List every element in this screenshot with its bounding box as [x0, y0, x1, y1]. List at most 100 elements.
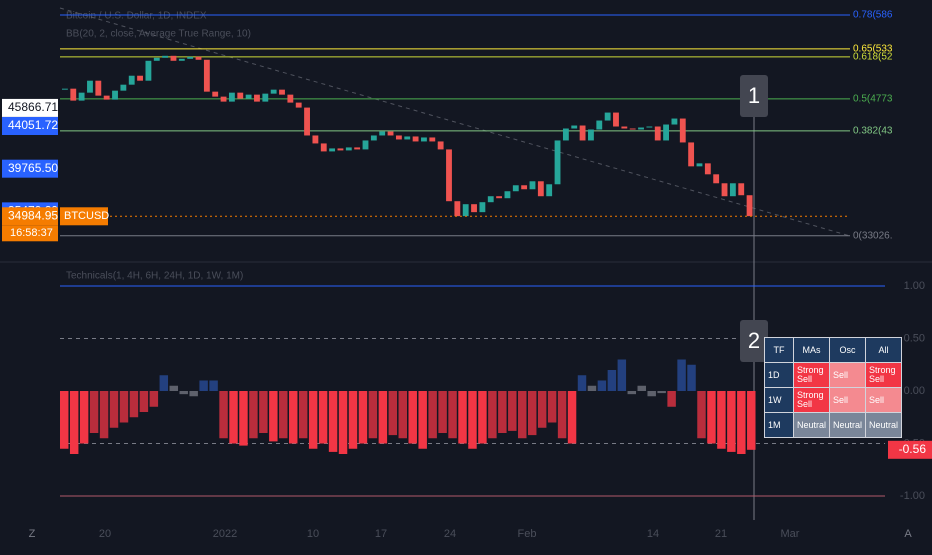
- candle: [262, 93, 269, 102]
- candle: [504, 191, 511, 199]
- candle: [312, 135, 319, 144]
- candle: [529, 181, 536, 190]
- chart-title: Bitcoin / U.S. Dollar, 1D, INDEX: [66, 11, 207, 22]
- corner-label: Z: [29, 528, 36, 540]
- histogram-bar: [468, 391, 477, 449]
- histogram-bar: [179, 391, 188, 395]
- histogram-bar: [587, 385, 597, 391]
- candle: [496, 196, 503, 199]
- candle: [588, 129, 594, 141]
- histogram-bar: [149, 391, 159, 407]
- price-badge: [2, 159, 58, 178]
- candle: [228, 92, 235, 102]
- table-row: 1D Strong Sell Sell Strong Sell: [764, 362, 903, 388]
- candle: [70, 88, 77, 101]
- candle: [487, 196, 494, 203]
- candle: [412, 136, 419, 142]
- candle: [254, 94, 260, 102]
- price-badge: [2, 98, 58, 117]
- histogram-bar: [667, 391, 676, 407]
- histogram-bar: [518, 391, 527, 439]
- candle: [654, 126, 661, 141]
- histogram-bar: [199, 380, 208, 391]
- histogram-bar: [289, 391, 298, 444]
- histogram-bar: [60, 391, 69, 449]
- histogram-bar: [418, 391, 427, 449]
- marker-box: [740, 75, 768, 117]
- candle: [295, 102, 302, 108]
- histogram-bar: [448, 391, 457, 439]
- x-tick-label: Feb: [518, 528, 537, 540]
- y-tick-label: 0.50: [904, 332, 925, 344]
- histogram-bar: [99, 391, 109, 439]
- candle: [245, 94, 252, 99]
- table-cell: Strong Sell: [865, 362, 903, 388]
- histogram-bar: [249, 391, 258, 439]
- histogram-bar: [308, 391, 318, 449]
- fib-label: 0.65(533: [853, 44, 893, 55]
- histogram-bar: [737, 391, 746, 454]
- histogram-bar: [607, 370, 617, 391]
- table-cell: 1M: [764, 412, 794, 438]
- price-badge-label: 44051.72: [8, 118, 58, 132]
- fib-label: 0.78(586: [853, 10, 893, 21]
- price-badge-label: 39765.50: [8, 161, 58, 175]
- x-tick-label: 17: [375, 528, 387, 540]
- candle: [512, 185, 519, 192]
- table-cell: All: [865, 337, 903, 363]
- histogram-bar: [637, 385, 646, 391]
- candle: [613, 112, 619, 127]
- candle: [370, 135, 377, 141]
- candle: [521, 185, 528, 190]
- histogram-bar: [328, 391, 338, 452]
- candle: [270, 89, 277, 94]
- candle: [596, 120, 603, 130]
- table-cell: Neutral: [865, 412, 903, 438]
- corner-label: A: [904, 528, 912, 540]
- marker-label: 2: [748, 328, 760, 353]
- histogram-bar: [717, 391, 726, 449]
- candle: [663, 124, 670, 141]
- histogram-bar: [557, 391, 567, 439]
- candle: [203, 59, 210, 92]
- histogram-bar: [647, 391, 656, 397]
- histogram-bar: [438, 391, 447, 433]
- histogram-bar: [478, 391, 487, 444]
- symbol-badge: [60, 207, 108, 226]
- price-badge-label: 45866.71: [8, 100, 58, 114]
- candle: [454, 201, 461, 217]
- candle: [638, 127, 644, 130]
- candle: [696, 163, 703, 167]
- y-tick-label: 0.00: [904, 385, 925, 397]
- table-row: 1M Neutral Neutral Neutral: [764, 412, 903, 438]
- candle: [212, 91, 219, 97]
- table-cell: Sell: [829, 387, 867, 413]
- histogram-bar: [169, 385, 178, 391]
- candle: [471, 204, 477, 213]
- candle: [429, 137, 436, 142]
- price-badge: [2, 116, 58, 135]
- histogram-bar: [79, 391, 89, 444]
- histogram-bar: [109, 391, 119, 428]
- candle: [379, 131, 386, 136]
- fib-label: 0.382(43: [853, 126, 893, 137]
- candle: [621, 126, 628, 129]
- table-cell: 1D: [764, 362, 794, 388]
- x-tick-label: 24: [444, 528, 456, 540]
- candle: [671, 118, 678, 125]
- candle: [153, 57, 160, 61]
- candle: [145, 60, 152, 81]
- histogram-bar: [269, 391, 278, 442]
- candle: [120, 84, 127, 91]
- oscillator-title: Technicals(1, 4H, 6H, 24H, 1D, 1W, 1M): [66, 271, 243, 282]
- price-badge: [2, 207, 58, 226]
- candle: [404, 136, 411, 140]
- histogram-bar: [597, 380, 607, 391]
- candle: [721, 183, 728, 197]
- candle: [462, 204, 469, 217]
- table-cell: MAs: [792, 337, 831, 363]
- x-tick-label: 10: [307, 528, 319, 540]
- candle: [128, 75, 135, 85]
- trend-line: [59, 7, 851, 237]
- histogram-bar: [707, 391, 716, 444]
